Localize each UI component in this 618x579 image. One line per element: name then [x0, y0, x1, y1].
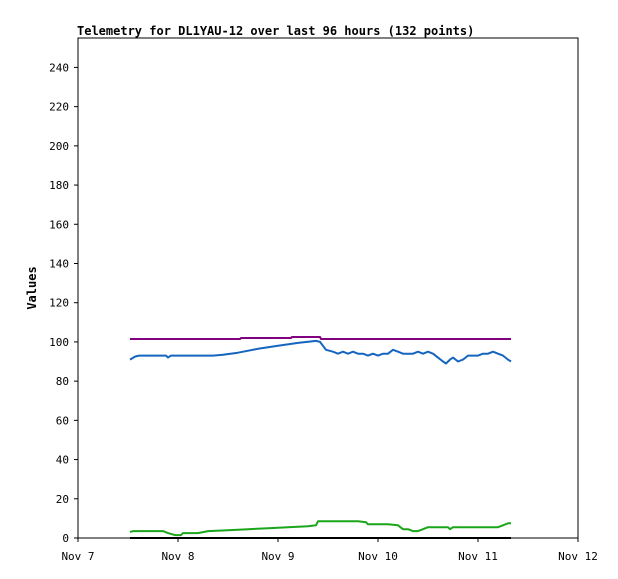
- y-axis-label: Values: [25, 266, 39, 309]
- x-tick-label: Nov 8: [161, 550, 194, 563]
- y-tick-label: 200: [49, 140, 69, 153]
- y-tick-label: 60: [56, 414, 69, 427]
- y-tick-label: 180: [49, 179, 69, 192]
- x-tick-label: Nov 11: [458, 550, 498, 563]
- y-tick-label: 240: [49, 61, 69, 74]
- series-line-1: [129, 339, 512, 365]
- y-tick-label: 100: [49, 336, 69, 349]
- y-axis: 0 20 40 60 80 100 120 140 160 180 200 220 240: [49, 61, 78, 545]
- chart-title: Telemetry for DL1YAU-12 over last 96 hou…: [77, 24, 474, 38]
- y-tick-label: 80: [56, 375, 69, 388]
- y-tick-label: 20: [56, 493, 69, 506]
- x-tick-label: Nov 10: [358, 550, 398, 563]
- x-tick-label: Nov 12: [558, 550, 598, 563]
- x-axis: Nov 7 Nov 8 Nov 9 Nov 10 Nov 11 Nov 12: [61, 538, 598, 563]
- y-tick-label: 160: [49, 218, 69, 231]
- series-line-0: [130, 336, 511, 340]
- x-tick-label: Nov 9: [261, 550, 294, 563]
- y-tick-label: 220: [49, 101, 69, 114]
- y-tick-label: 120: [49, 297, 69, 310]
- series-layer: [129, 336, 512, 539]
- y-tick-label: 0: [62, 532, 69, 545]
- y-tick-label: 140: [49, 257, 69, 270]
- y-tick-label: 40: [56, 454, 69, 467]
- x-tick-label: Nov 7: [61, 550, 94, 563]
- series-line-2: [129, 520, 511, 537]
- plot-area: [77, 37, 579, 539]
